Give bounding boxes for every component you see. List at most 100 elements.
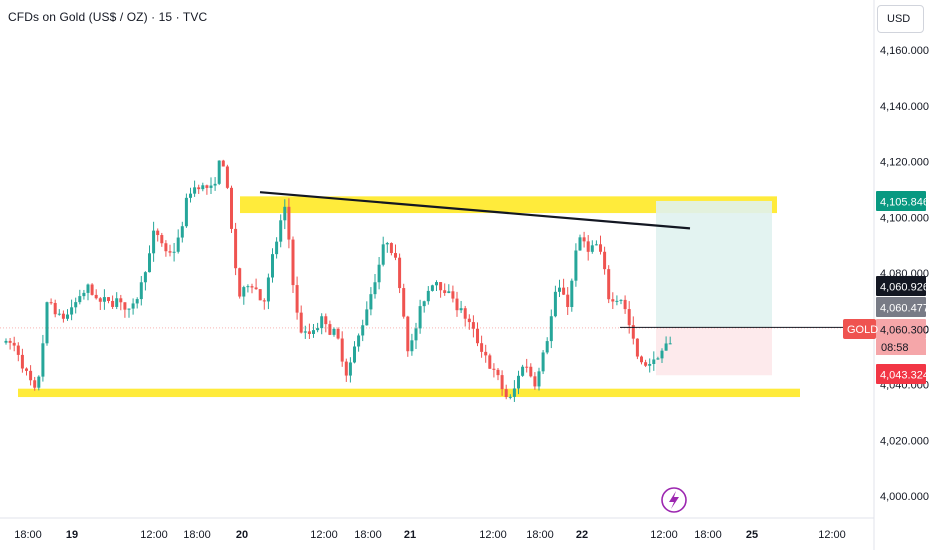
price-label-crosshair: 4,060.926 xyxy=(876,276,929,296)
candle xyxy=(394,244,397,261)
candle-body xyxy=(291,239,295,286)
x-tick-label: 12:00 xyxy=(310,529,338,541)
candle-body xyxy=(258,289,262,301)
candle-body xyxy=(517,375,520,389)
candle xyxy=(406,315,410,357)
candle xyxy=(258,289,262,301)
candle-body xyxy=(521,366,525,376)
candle-body xyxy=(86,284,90,293)
candle xyxy=(553,285,557,318)
candle-body xyxy=(152,230,156,254)
candle-body xyxy=(266,277,270,302)
candle xyxy=(127,308,131,318)
candle-body xyxy=(29,370,33,381)
candle xyxy=(344,358,348,382)
candle-body xyxy=(45,302,49,344)
candle xyxy=(529,363,533,378)
x-tick-label: 18:00 xyxy=(14,529,42,541)
candle xyxy=(496,367,500,381)
take-profit-area[interactable] xyxy=(656,200,772,328)
currency-button[interactable]: USD xyxy=(877,5,924,33)
candle-body xyxy=(385,243,389,245)
symbol-tag-bg[interactable] xyxy=(843,319,876,339)
candle-body xyxy=(16,345,20,355)
symbol-tag[interactable]: GOLD xyxy=(843,319,878,339)
candle xyxy=(37,375,41,391)
candle xyxy=(307,323,311,340)
candle-body xyxy=(451,291,455,299)
candle xyxy=(443,283,447,296)
candle xyxy=(357,333,361,352)
price-label-text: 4,105.846 xyxy=(880,197,929,209)
candle-body xyxy=(496,369,500,376)
candle-body xyxy=(33,380,37,388)
candle-body xyxy=(476,328,479,344)
trendline[interactable] xyxy=(259,191,691,230)
candle-body xyxy=(61,313,65,319)
lightning-bolt[interactable] xyxy=(669,491,679,509)
countdown-text: 08:58 xyxy=(881,342,909,354)
candle-body xyxy=(217,160,221,184)
candle xyxy=(455,291,459,317)
candle-body xyxy=(558,287,561,292)
x-tick-label: 25 xyxy=(746,529,758,541)
candle-body xyxy=(430,285,434,291)
candle xyxy=(582,231,586,248)
candle-body xyxy=(307,331,311,334)
candle xyxy=(545,337,549,355)
candle xyxy=(16,342,20,362)
stop-loss-area[interactable] xyxy=(656,327,772,376)
candle-body xyxy=(484,351,488,356)
candle-body xyxy=(180,226,184,238)
candle-body xyxy=(168,251,172,253)
candle xyxy=(656,356,660,360)
candle xyxy=(541,350,545,375)
candle xyxy=(275,237,279,259)
candle-body xyxy=(295,285,299,313)
candle xyxy=(389,242,393,256)
candle-body xyxy=(127,308,131,310)
candle-body xyxy=(283,206,287,221)
candle xyxy=(471,315,475,338)
support-zone xyxy=(18,388,800,398)
y-tick-label: 4,120.000 xyxy=(880,157,929,169)
candle-body xyxy=(193,187,197,194)
candle-body xyxy=(631,325,635,339)
candle xyxy=(586,235,590,261)
price-label-last: 4,060.300 xyxy=(876,319,929,339)
candle-body xyxy=(94,294,98,299)
candle xyxy=(361,319,365,342)
symbol-tag-text[interactable]: GOLD xyxy=(847,324,878,336)
candle-body xyxy=(197,187,201,190)
price-label-text: 4,060.300 xyxy=(880,325,929,337)
candle xyxy=(160,232,164,247)
candle xyxy=(373,274,377,299)
candle xyxy=(25,367,28,376)
x-tick-label: 18:00 xyxy=(354,529,382,541)
candle-body xyxy=(640,356,643,363)
candle xyxy=(70,299,74,321)
candle-body xyxy=(287,206,291,240)
candle xyxy=(324,313,328,333)
candle-body xyxy=(107,297,110,301)
candle-body xyxy=(53,302,57,315)
candle-body xyxy=(336,328,340,339)
candle xyxy=(45,301,49,346)
lightning-icon[interactable] xyxy=(661,487,687,513)
candle xyxy=(12,336,16,352)
countdown-label: 08:58 xyxy=(876,339,926,355)
candle-body xyxy=(439,282,443,291)
price-label-stop: 4,043.324 xyxy=(876,364,929,384)
candle-body xyxy=(41,343,45,377)
candle-body xyxy=(500,375,504,390)
candle xyxy=(33,376,37,391)
candle xyxy=(447,284,451,294)
candle xyxy=(422,300,426,313)
y-tick-label: 4,100.000 xyxy=(880,212,929,224)
candle xyxy=(299,305,303,334)
x-tick-label: 20 xyxy=(236,529,248,541)
candle-body xyxy=(135,299,139,304)
candle-body xyxy=(525,366,529,368)
